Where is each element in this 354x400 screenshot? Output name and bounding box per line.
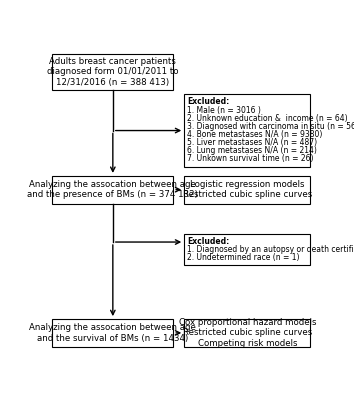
Text: 4. Bone metastases N/A (n = 9380): 4. Bone metastases N/A (n = 9380): [188, 130, 323, 139]
Text: 6. Lung metastases N/A (n = 214): 6. Lung metastases N/A (n = 214): [188, 146, 317, 155]
Text: Adults breast cancer patients
diagnosed form 01/01/2011 to
12/31/2016 (n = 388 4: Adults breast cancer patients diagnosed …: [47, 57, 178, 87]
Text: Analyzing the assocation between age
and the survival of BMs (n = 1434): Analyzing the assocation between age and…: [29, 323, 196, 342]
Text: 2. Unknown education &  income (n = 64): 2. Unknown education & income (n = 64): [188, 114, 348, 123]
Text: Excluded:: Excluded:: [188, 98, 230, 106]
FancyBboxPatch shape: [184, 319, 310, 347]
Text: Logistic regression models
Restricted cubic spline curves: Logistic regression models Restricted cu…: [183, 180, 312, 199]
Text: 5. Liver metastases N/A (n = 487): 5. Liver metastases N/A (n = 487): [188, 138, 318, 147]
Text: Excluded:: Excluded:: [188, 238, 230, 246]
FancyBboxPatch shape: [52, 319, 173, 347]
Text: Analyzing the assocation between age
and the presence of BMs (n = 374 132): Analyzing the assocation between age and…: [27, 180, 198, 199]
FancyBboxPatch shape: [184, 176, 310, 204]
FancyBboxPatch shape: [52, 176, 173, 204]
FancyBboxPatch shape: [52, 54, 173, 90]
Text: 1. Diagnosed by an autopsy or death certificate (n = 6): 1. Diagnosed by an autopsy or death cert…: [188, 245, 354, 254]
Text: 1. Male (n = 3016 ): 1. Male (n = 3016 ): [188, 106, 261, 114]
Text: 7. Unkown survival time (n = 26): 7. Unkown survival time (n = 26): [188, 154, 314, 163]
FancyBboxPatch shape: [184, 234, 310, 265]
Text: 2. Undetermined race (n = 1): 2. Undetermined race (n = 1): [188, 253, 300, 262]
Text: 3. Diagnosed with carcinoma in situ (n = 561 ): 3. Diagnosed with carcinoma in situ (n =…: [188, 122, 354, 131]
Text: Cox proportional hazard models
Restricted cubic spline curves
Competing risk mod: Cox proportional hazard models Restricte…: [178, 318, 316, 348]
FancyBboxPatch shape: [184, 94, 310, 166]
